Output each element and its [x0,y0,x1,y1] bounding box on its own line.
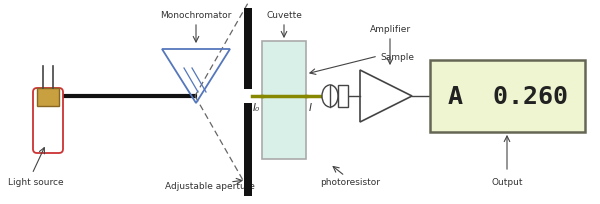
Text: Output: Output [491,178,523,187]
Bar [430,61,585,132]
Text: A  0.260: A 0.260 [448,85,568,109]
Text: Cuvette: Cuvette [266,10,302,19]
Text: Monochromator: Monochromator [160,10,232,19]
Text: I: I [308,102,311,112]
Text: Sample: Sample [380,52,414,61]
Bar [244,9,252,196]
Bar [338,86,348,108]
FancyBboxPatch shape [33,89,63,153]
Text: Adjustable aperture: Adjustable aperture [165,182,255,191]
Text: Light source: Light source [8,178,64,187]
Bar [37,89,59,106]
Polygon shape [330,86,338,108]
Bar [262,42,306,159]
Text: Amplifier: Amplifier [370,25,410,34]
Text: I₀: I₀ [253,102,260,112]
Ellipse shape [322,86,338,108]
Bar [244,90,252,103]
Text: photoresistor: photoresistor [320,178,380,187]
